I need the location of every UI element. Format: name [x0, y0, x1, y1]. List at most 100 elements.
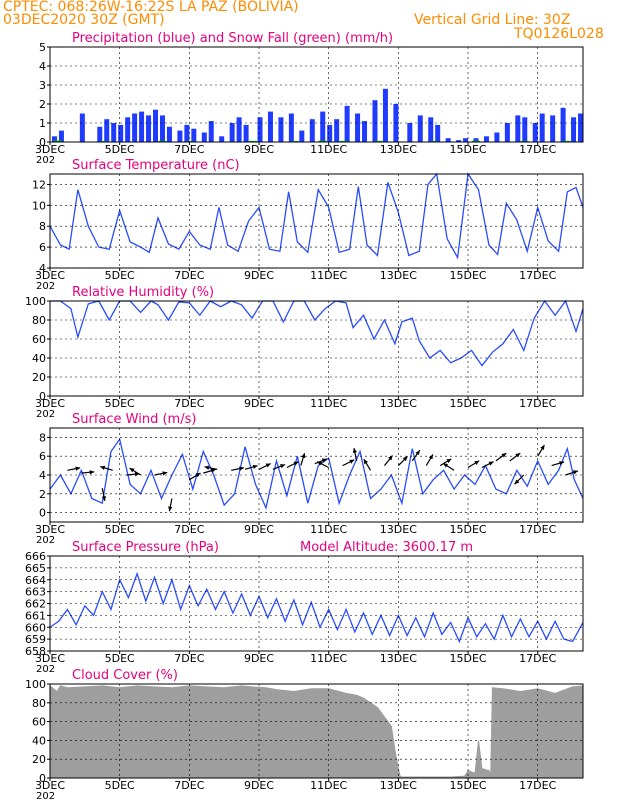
wind-arrow: [154, 471, 168, 476]
precip-bar: [428, 117, 434, 142]
precip-bar: [473, 138, 479, 142]
wind-arrow: [565, 470, 579, 476]
precip-bar: [344, 105, 350, 142]
x-tick-label: 7DEC: [174, 269, 204, 282]
x-year-label: 202: [36, 791, 55, 800]
x-tick-label: 13DEC: [380, 397, 417, 410]
wind-arrow: [258, 463, 271, 470]
x-tick-label: 17DEC: [519, 143, 556, 156]
x-tick-label: 11DEC: [310, 523, 347, 536]
wind-arrow: [442, 462, 455, 471]
precip-bar: [159, 115, 165, 142]
y-tick-label: 60: [32, 333, 46, 346]
x-tick-label: 13DEC: [380, 523, 417, 536]
precip-bar: [463, 138, 469, 142]
x-tick-label: 9DEC: [244, 269, 274, 282]
pres-title: Surface Pressure (hPa): [72, 540, 219, 555]
y-tick-label: 1: [39, 117, 46, 130]
y-tick-label: 4: [39, 262, 46, 275]
x-tick-label: 17DEC: [519, 269, 556, 282]
pres-line: [49, 571, 584, 644]
x-year-label: 202: [36, 409, 55, 420]
x-tick-label: 5DEC: [105, 269, 135, 282]
wind-arrow: [467, 460, 480, 468]
y-tick-label: 40: [32, 352, 46, 365]
x-tick-label: 17DEC: [519, 652, 556, 665]
x-tick-label: 5DEC: [105, 652, 135, 665]
y-tick-label: 666: [25, 550, 46, 563]
precip-bar: [166, 126, 172, 142]
precip-bar: [201, 132, 207, 142]
y-tick-label: 4: [39, 469, 46, 482]
precip-bar: [79, 113, 85, 142]
x-tick-label: 7DEC: [174, 143, 204, 156]
precip-bar: [522, 117, 528, 142]
y-tick-label: 20: [32, 753, 46, 766]
wind-arrow: [314, 458, 328, 465]
x-year-label: 202: [36, 664, 55, 675]
header-date-line: 03DEC2020 30Z (GMT): [3, 12, 165, 28]
precip-bar: [571, 117, 577, 142]
x-tick-label: 7DEC: [174, 652, 204, 665]
y-tick-label: 20: [32, 371, 46, 384]
precip-panel: 0 1 2 3 4 5 3DEC 5DEC 7DEC 9DEC 11DEC 13DEC 15DEC 17D…: [35, 31, 584, 166]
y-tick-label: 0: [39, 136, 46, 149]
y-tick-label: 0: [39, 507, 46, 520]
y-tick-label: 8: [39, 220, 46, 233]
x-tick-label: 11DEC: [310, 779, 347, 792]
precip-bar: [243, 124, 249, 142]
wind-panel: 0 2 4 6 8 3DEC 5DEC 7DEC 9DEC 11DEC 13DEC 15DEC 17DE…: [35, 412, 584, 546]
wind-arrow: [352, 448, 358, 462]
precip-bar: [51, 136, 57, 142]
wind-arrow: [509, 452, 521, 462]
x-tick-label: 17DEC: [519, 779, 556, 792]
y-tick-label: 80: [32, 697, 46, 710]
wind-arrow: [537, 444, 545, 457]
x-tick-label: 13DEC: [380, 779, 417, 792]
precip-bar: [278, 117, 284, 142]
wind-line: [49, 437, 584, 510]
x-tick-label: 17DEC: [519, 523, 556, 536]
precip-bar: [236, 117, 242, 142]
y-tick-label: 663: [25, 586, 46, 599]
wind-arrow: [100, 465, 113, 471]
wind-arrow: [231, 466, 245, 471]
wind-arrow: [481, 461, 494, 469]
precip-bar: [132, 113, 138, 142]
rh-panel: 0 20 40 60 80 100 3DEC 5DEC 7DEC 9DEC 11DEC 13DEC 15…: [25, 285, 584, 420]
x-tick-label: 9DEC: [244, 779, 274, 792]
precip-bar: [208, 121, 214, 142]
temp-line: [49, 172, 584, 260]
y-tick-label: 661: [25, 609, 46, 622]
wind-arrow: [101, 488, 107, 502]
precip-bar: [177, 130, 183, 142]
x-tick-label: 9DEC: [244, 397, 274, 410]
wind-title: Surface Wind (m/s): [72, 412, 196, 427]
x-tick-label: 3DEC: [35, 269, 65, 282]
y-tick-label: 3: [39, 79, 46, 92]
wind-arrow: [383, 455, 394, 466]
precip-bar: [288, 113, 294, 142]
wind-arrow: [244, 464, 258, 470]
x-tick-label: 15DEC: [449, 523, 486, 536]
precip-bar: [97, 126, 103, 142]
wind-arrow: [189, 472, 201, 481]
x-year-label: 202: [36, 535, 55, 546]
y-tick-label: 0: [39, 390, 46, 403]
precip-bar: [104, 119, 110, 142]
precip-bar: [111, 123, 117, 142]
wind-arrow: [316, 461, 329, 469]
x-tick-label: 7DEC: [174, 779, 204, 792]
snow-bar: [158, 140, 167, 142]
rh-frame: [49, 300, 584, 397]
precip-bar: [219, 136, 225, 142]
wind-arrow: [551, 461, 565, 467]
precip-bar: [515, 115, 521, 142]
y-tick-label: 60: [32, 716, 46, 729]
y-tick-label: 12: [32, 178, 46, 191]
x-tick-label: 15DEC: [449, 779, 486, 792]
x-tick-label: 15DEC: [449, 397, 486, 410]
precip-bar: [382, 88, 388, 142]
wind-arrow: [363, 458, 372, 471]
